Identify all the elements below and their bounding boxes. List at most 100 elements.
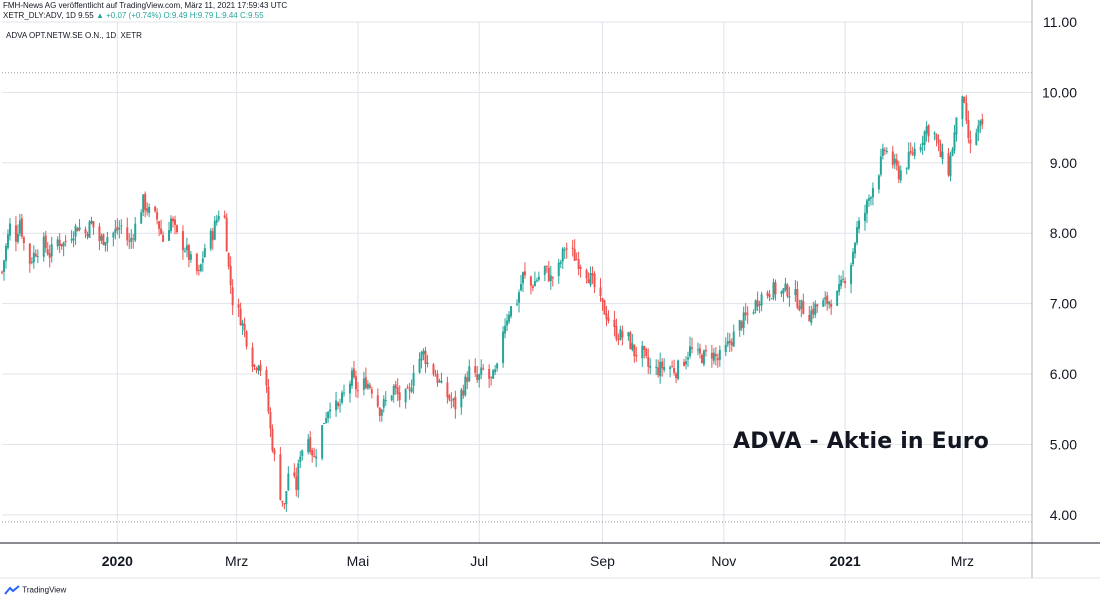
candlestick xyxy=(70,230,73,244)
candle-body xyxy=(728,340,731,344)
candlestick xyxy=(663,358,666,373)
candle-body xyxy=(690,347,693,349)
candle-body xyxy=(601,297,604,302)
candle-body xyxy=(267,386,270,412)
candlestick xyxy=(239,302,242,326)
candle-body xyxy=(88,221,91,238)
candle-body xyxy=(758,303,761,306)
candle-body xyxy=(529,276,532,286)
candle-body xyxy=(798,306,801,311)
candle-body xyxy=(488,368,491,379)
candle-body xyxy=(189,254,192,260)
candlestick xyxy=(675,372,678,384)
candle-body xyxy=(629,332,632,349)
x-tick-label: Jul xyxy=(470,553,488,569)
candle-body xyxy=(62,242,65,247)
candle-body xyxy=(633,344,636,357)
candlestick xyxy=(130,229,133,249)
candlestick xyxy=(14,216,17,252)
candle-body xyxy=(466,377,469,382)
candle-body xyxy=(30,261,33,263)
candle-body xyxy=(120,225,123,227)
candle-body xyxy=(641,345,644,359)
candle-body xyxy=(885,151,888,153)
candlestick xyxy=(521,271,524,292)
candlestick xyxy=(60,243,63,250)
candle-body xyxy=(619,329,622,340)
candlestick xyxy=(48,244,51,268)
candle-body xyxy=(844,280,847,284)
candle-body xyxy=(384,400,387,402)
candlestick xyxy=(704,344,707,357)
candlestick xyxy=(816,303,819,314)
candle-body xyxy=(106,237,109,243)
candlestick xyxy=(56,236,59,250)
candlestick xyxy=(780,290,783,298)
candle-body xyxy=(955,117,958,135)
candle-body xyxy=(533,281,536,287)
candlestick xyxy=(140,209,143,224)
candlestick xyxy=(510,305,513,319)
candle-body xyxy=(911,152,914,155)
candle-body xyxy=(967,120,970,139)
candle-body xyxy=(822,300,825,307)
candlestick xyxy=(382,395,385,413)
candlestick xyxy=(782,287,785,302)
candle-body xyxy=(951,149,954,157)
candle-body xyxy=(434,375,437,377)
candlestick xyxy=(295,467,298,497)
candlestick xyxy=(271,424,274,453)
candle-body xyxy=(281,500,284,503)
candle-body xyxy=(243,324,246,331)
candlestick xyxy=(955,117,958,142)
candlestick xyxy=(858,217,861,234)
candlestick xyxy=(619,325,622,341)
candlestick xyxy=(432,363,435,377)
candle-body xyxy=(58,239,61,246)
tradingview-logo-icon xyxy=(4,585,20,595)
candle-body xyxy=(824,297,827,300)
candle-body xyxy=(144,193,147,210)
candle-body xyxy=(34,253,37,257)
candle-body xyxy=(436,373,439,383)
candle-body xyxy=(18,220,21,234)
x-tick-label: Mrz xyxy=(225,553,248,569)
candle-body xyxy=(865,200,868,214)
candlestick xyxy=(561,247,564,269)
candlestick xyxy=(738,319,741,337)
tradingview-logo[interactable]: TradingView xyxy=(4,585,66,595)
candlestick xyxy=(438,378,441,383)
candle-body xyxy=(766,292,769,296)
candlestick xyxy=(408,382,411,400)
candlestick xyxy=(412,364,415,394)
candlestick xyxy=(364,367,367,390)
candle-body xyxy=(215,219,218,223)
candlestick xyxy=(368,382,371,390)
candle-body xyxy=(454,396,457,410)
y-tick-label: 11.00 xyxy=(1043,14,1077,30)
candle-body xyxy=(259,364,262,371)
candlestick xyxy=(203,243,206,258)
candlestick xyxy=(551,276,554,287)
candlestick xyxy=(462,384,465,399)
candle-body xyxy=(810,310,813,323)
candle-body xyxy=(551,277,554,279)
candlestick xyxy=(573,239,576,262)
candlestick xyxy=(269,407,272,438)
candle-body xyxy=(474,366,477,373)
candle-body xyxy=(516,303,518,305)
candlestick xyxy=(893,153,896,170)
candle-body xyxy=(32,252,35,263)
candle-body xyxy=(42,236,45,257)
candle-body xyxy=(368,384,371,388)
candle-body xyxy=(838,284,841,292)
candle-body xyxy=(44,235,47,249)
candle-body xyxy=(557,262,560,277)
candlestick xyxy=(494,364,497,376)
candle-body xyxy=(283,503,286,505)
candlestick xyxy=(398,385,401,408)
candle-body xyxy=(631,343,634,350)
candlestick xyxy=(641,340,644,367)
candle-body xyxy=(285,491,288,505)
